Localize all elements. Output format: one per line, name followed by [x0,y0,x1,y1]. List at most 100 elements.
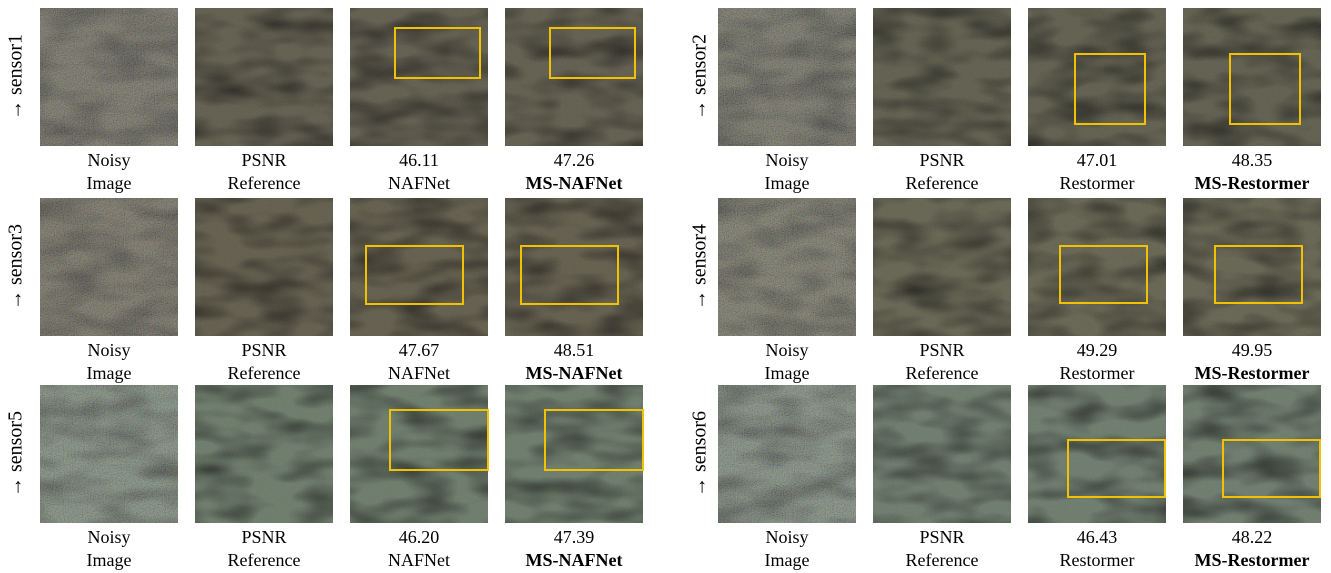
image-tile [505,385,643,523]
sensor-label: → sensor2 [689,34,712,120]
caption: 46.20NAFNet [334,526,504,572]
sensor-label: → sensor5 [5,411,28,497]
caption-line2: Image [702,549,872,572]
caption-line2: Reference [179,362,349,385]
image-noise [40,198,178,336]
sensor-label: → sensor1 [5,34,28,120]
image-tile [195,8,333,146]
caption-line2: MS-NAFNet [489,362,659,385]
caption-line2: MS-NAFNet [489,172,659,195]
caption-line1: 46.11 [334,149,504,172]
caption-line1: 46.20 [334,526,504,549]
image-tile [873,385,1011,523]
image-noise [40,385,178,523]
image-tile [873,198,1011,336]
image-tile [1028,385,1166,523]
caption: PSNRReference [179,149,349,195]
image-tile [350,198,488,336]
image-noise [718,8,856,146]
caption-line1: PSNR [179,149,349,172]
image-noise [350,198,488,336]
image-tile [1028,198,1166,336]
image-tile [1183,198,1321,336]
image-noise [1028,198,1166,336]
caption-line1: PSNR [857,526,1027,549]
sensor-label: → sensor4 [689,224,712,310]
image-noise [873,8,1011,146]
caption-line2: Restormer [1012,172,1182,195]
image-noise [718,198,856,336]
caption-line1: PSNR [179,339,349,362]
caption-line2: Image [24,549,194,572]
caption-line1: PSNR [179,526,349,549]
image-tile [195,385,333,523]
caption-line1: 47.01 [1012,149,1182,172]
caption-line2: Image [702,362,872,385]
caption-line2: Image [24,172,194,195]
image-noise [1028,385,1166,523]
caption-line2: NAFNet [334,549,504,572]
image-tile [1183,8,1321,146]
image-tile [1028,8,1166,146]
caption-line2: Reference [857,172,1027,195]
caption-line2: Reference [179,172,349,195]
image-noise [195,198,333,336]
caption-line1: 49.29 [1012,339,1182,362]
image-tile [718,198,856,336]
caption-line2: NAFNet [334,362,504,385]
image-tile [350,8,488,146]
image-tile [718,8,856,146]
caption-line2: Reference [857,549,1027,572]
image-noise [1183,198,1321,336]
caption-line2: MS-Restormer [1167,172,1331,195]
sensor-label: → sensor3 [5,224,28,310]
caption-line2: Reference [857,362,1027,385]
caption-line2: NAFNet [334,172,504,195]
caption-line1: Noisy [702,149,872,172]
image-tile [40,8,178,146]
image-tile [718,385,856,523]
image-noise [505,198,643,336]
caption-line1: 48.51 [489,339,659,362]
sensor-label: → sensor6 [689,411,712,497]
figure [0,0,1331,573]
caption-line1: Noisy [702,339,872,362]
caption-line1: 46.43 [1012,526,1182,549]
caption-line1: 47.67 [334,339,504,362]
caption-line2: MS-Restormer [1167,549,1331,572]
caption: 47.26MS-NAFNet [489,149,659,195]
image-noise [40,8,178,146]
caption: NoisyImage [702,149,872,195]
caption-line2: Restormer [1012,362,1182,385]
image-noise [195,8,333,146]
caption-line2: MS-NAFNet [489,549,659,572]
caption-line1: 47.26 [489,149,659,172]
caption-line1: Noisy [24,526,194,549]
image-tile [350,385,488,523]
image-tile [40,385,178,523]
image-noise [195,385,333,523]
caption-line1: Noisy [24,339,194,362]
caption-line1: 47.39 [489,526,659,549]
image-tile [505,198,643,336]
page: {"panels": [ {"label": "→ sensor1", "ima… [0,0,1331,573]
image-noise [505,385,643,523]
caption-line1: 48.35 [1167,149,1331,172]
caption-line2: Reference [179,549,349,572]
image-noise [873,198,1011,336]
